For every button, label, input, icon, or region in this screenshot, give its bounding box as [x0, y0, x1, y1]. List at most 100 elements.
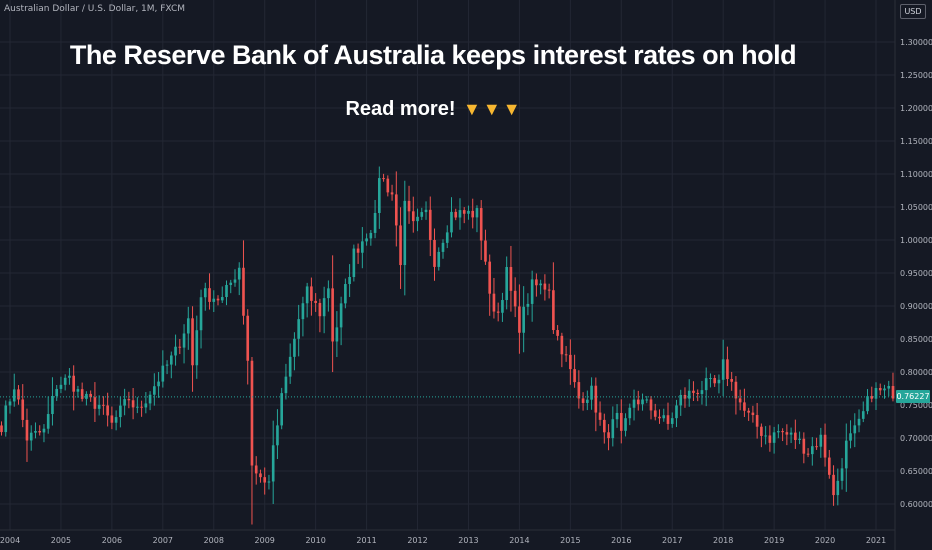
- candle-up[interactable]: [322, 286, 326, 334]
- candle-up[interactable]: [764, 426, 767, 445]
- candle-up[interactable]: [424, 201, 428, 220]
- candle-up[interactable]: [327, 280, 330, 312]
- candle-up[interactable]: [348, 264, 351, 297]
- candle-up[interactable]: [34, 422, 37, 439]
- candle-down[interactable]: [619, 399, 623, 444]
- candle-down[interactable]: [250, 357, 254, 525]
- candle-up[interactable]: [119, 396, 122, 428]
- candle-up[interactable]: [344, 278, 347, 309]
- candle-down[interactable]: [518, 284, 521, 354]
- candle-down[interactable]: [696, 389, 700, 402]
- candle-down[interactable]: [564, 346, 568, 362]
- candle-up[interactable]: [233, 269, 237, 287]
- candle-up[interactable]: [136, 397, 139, 414]
- candle-down[interactable]: [806, 448, 810, 458]
- candle-up[interactable]: [297, 304, 300, 357]
- candle-up[interactable]: [586, 390, 589, 411]
- candle-up[interactable]: [12, 373, 16, 407]
- candle-up[interactable]: [624, 413, 627, 437]
- candle-down[interactable]: [692, 381, 695, 401]
- candle-down[interactable]: [471, 198, 475, 229]
- candle-down[interactable]: [653, 403, 657, 421]
- candle-down[interactable]: [581, 392, 585, 411]
- candle-up[interactable]: [144, 392, 148, 414]
- candle-up[interactable]: [611, 406, 615, 447]
- candle-down[interactable]: [870, 386, 874, 403]
- candle-down[interactable]: [552, 262, 555, 334]
- candle-up[interactable]: [165, 360, 169, 375]
- candle-up[interactable]: [373, 199, 377, 239]
- candle-up[interactable]: [361, 227, 364, 269]
- candle-down[interactable]: [399, 207, 402, 289]
- candle-up[interactable]: [169, 351, 173, 379]
- candle-up[interactable]: [212, 290, 216, 313]
- candle-down[interactable]: [607, 424, 610, 451]
- candle-down[interactable]: [513, 277, 517, 318]
- candle-down[interactable]: [649, 396, 653, 420]
- candle-down[interactable]: [755, 402, 759, 439]
- candle-up[interactable]: [687, 379, 691, 407]
- candle-down[interactable]: [738, 389, 742, 411]
- candle-up[interactable]: [123, 388, 126, 416]
- candle-up[interactable]: [8, 398, 12, 414]
- candle-up[interactable]: [267, 474, 271, 490]
- candle-down[interactable]: [560, 332, 564, 368]
- candle-down[interactable]: [802, 432, 806, 464]
- candle-up[interactable]: [874, 382, 878, 411]
- candle-up[interactable]: [861, 401, 865, 423]
- candle-up[interactable]: [63, 374, 67, 391]
- candle-down[interactable]: [72, 365, 75, 411]
- candle-down[interactable]: [484, 229, 487, 265]
- candle-down[interactable]: [598, 401, 602, 426]
- candle-up[interactable]: [157, 372, 160, 398]
- candle-up[interactable]: [441, 239, 445, 259]
- candle-up[interactable]: [85, 391, 88, 406]
- candle-up[interactable]: [55, 384, 59, 401]
- candle-down[interactable]: [0, 421, 3, 436]
- candle-down[interactable]: [713, 375, 717, 387]
- candle-up[interactable]: [777, 424, 780, 439]
- candle-up[interactable]: [161, 350, 165, 388]
- candle-up[interactable]: [225, 280, 228, 306]
- candle-down[interactable]: [658, 409, 661, 424]
- candle-up[interactable]: [709, 373, 712, 388]
- candle-up[interactable]: [645, 395, 649, 404]
- candle-up[interactable]: [670, 412, 674, 428]
- candle-down[interactable]: [454, 208, 458, 221]
- candle-up[interactable]: [339, 296, 343, 346]
- candle-up[interactable]: [288, 343, 292, 384]
- candle-up[interactable]: [403, 180, 407, 296]
- candle-down[interactable]: [569, 339, 572, 385]
- candle-down[interactable]: [479, 200, 483, 260]
- currency-unit-badge[interactable]: USD: [900, 4, 926, 19]
- candle-up[interactable]: [301, 296, 305, 337]
- candle-up[interactable]: [679, 389, 683, 416]
- candle-down[interactable]: [747, 407, 750, 421]
- candle-down[interactable]: [382, 173, 385, 182]
- candle-up[interactable]: [450, 197, 453, 238]
- candle-down[interactable]: [110, 406, 114, 430]
- candle-down[interactable]: [827, 449, 831, 479]
- candle-down[interactable]: [509, 245, 513, 312]
- candle-down[interactable]: [794, 419, 797, 449]
- candle-down[interactable]: [38, 425, 42, 436]
- candle-down[interactable]: [263, 467, 267, 495]
- candle-down[interactable]: [127, 391, 131, 409]
- candle-up[interactable]: [798, 431, 801, 445]
- candle-up[interactable]: [857, 409, 861, 433]
- candle-up[interactable]: [662, 408, 666, 422]
- candle-up[interactable]: [458, 198, 462, 230]
- candle-up[interactable]: [475, 205, 479, 233]
- candle-up[interactable]: [46, 396, 50, 434]
- candle-up[interactable]: [365, 233, 368, 246]
- candle-down[interactable]: [496, 302, 500, 322]
- candle-up[interactable]: [76, 385, 80, 398]
- candle-up[interactable]: [276, 409, 279, 460]
- candle-up[interactable]: [378, 166, 381, 229]
- candle-down[interactable]: [356, 243, 360, 264]
- candle-down[interactable]: [411, 196, 415, 233]
- candle-up[interactable]: [632, 389, 636, 421]
- candle-up[interactable]: [437, 247, 441, 271]
- candle-up[interactable]: [866, 389, 869, 415]
- candle-up[interactable]: [97, 395, 101, 416]
